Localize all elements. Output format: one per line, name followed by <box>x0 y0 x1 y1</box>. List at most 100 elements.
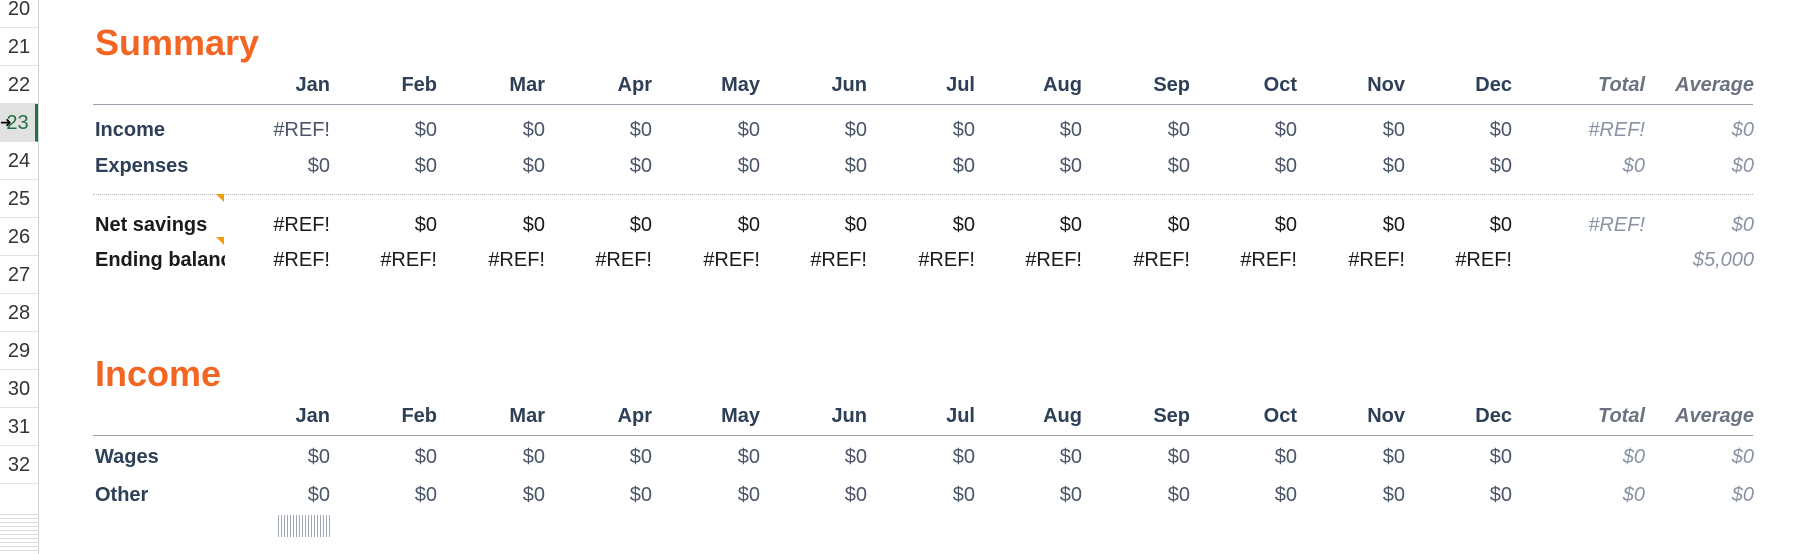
summary-header-jun[interactable]: Jun <box>831 74 867 96</box>
summary-header-oct[interactable]: Oct <box>1263 74 1297 96</box>
income-header-mar[interactable]: Mar <box>509 405 545 427</box>
summary-cell[interactable]: #REF! <box>918 249 975 271</box>
income-header-nov[interactable]: Nov <box>1367 405 1405 427</box>
summary-cell[interactable]: #REF! <box>273 119 330 141</box>
summary-cell[interactable]: $0 <box>629 119 652 141</box>
summary-header-mar[interactable]: Mar <box>509 74 545 96</box>
income-cell[interactable]: $0 <box>1274 484 1297 506</box>
summary-cell[interactable]: $0 <box>1489 119 1512 141</box>
income-header-average[interactable]: Average <box>1675 405 1754 427</box>
income-cell[interactable]: $0 <box>844 484 867 506</box>
summary-cell[interactable]: $0 <box>952 119 975 141</box>
summary-cell[interactable]: $0 <box>952 214 975 236</box>
summary-row-label[interactable]: Income <box>95 119 166 141</box>
row-header-30[interactable]: 30 <box>0 370 38 408</box>
income-cell-average[interactable]: $0 <box>1731 446 1754 468</box>
summary-cell[interactable]: $0 <box>1274 155 1297 177</box>
summary-cell[interactable]: #REF! <box>380 249 437 271</box>
income-cell[interactable]: $0 <box>1167 484 1190 506</box>
income-cell[interactable]: $0 <box>1382 484 1405 506</box>
summary-cell[interactable]: #REF! <box>1133 249 1190 271</box>
summary-header-average[interactable]: Average <box>1675 74 1754 96</box>
income-cell[interactable]: $0 <box>307 446 330 468</box>
summary-cell[interactable]: $0 <box>737 214 760 236</box>
summary-cell[interactable]: #REF! <box>273 249 330 271</box>
row-header-31[interactable]: 31 <box>0 408 38 446</box>
summary-cell[interactable]: $0 <box>1489 155 1512 177</box>
income-cell[interactable]: $0 <box>1059 484 1082 506</box>
income-cell[interactable]: $0 <box>629 484 652 506</box>
income-cell-total[interactable]: $0 <box>1622 446 1645 468</box>
summary-cell[interactable]: #REF! <box>1025 249 1082 271</box>
summary-cell[interactable]: $0 <box>1382 119 1405 141</box>
row-header-26[interactable]: 26 <box>0 218 38 256</box>
row-header-27[interactable]: 27 <box>0 256 38 294</box>
summary-cell[interactable]: $0 <box>307 155 330 177</box>
summary-cell[interactable]: $0 <box>1059 214 1082 236</box>
summary-cell[interactable]: $0 <box>522 119 545 141</box>
summary-header-may[interactable]: May <box>721 74 760 96</box>
summary-cell[interactable]: $0 <box>522 155 545 177</box>
summary-cell[interactable]: $0 <box>952 155 975 177</box>
income-header-may[interactable]: May <box>721 405 760 427</box>
row-header-24[interactable]: 24 <box>0 142 38 180</box>
income-cell[interactable]: $0 <box>414 446 437 468</box>
summary-cell[interactable]: $0 <box>1382 214 1405 236</box>
row-header-25[interactable]: 25 <box>0 180 38 218</box>
income-cell[interactable]: $0 <box>737 484 760 506</box>
summary-cell[interactable]: #REF! <box>595 249 652 271</box>
summary-cell[interactable]: $0 <box>522 214 545 236</box>
summary-cell[interactable]: #REF! <box>703 249 760 271</box>
summary-cell[interactable]: #REF! <box>488 249 545 271</box>
income-header-oct[interactable]: Oct <box>1263 405 1297 427</box>
summary-cell[interactable]: $0 <box>414 155 437 177</box>
comment-indicator-icon[interactable] <box>216 237 224 245</box>
row-header-29[interactable]: 29 <box>0 332 38 370</box>
summary-cell[interactable]: $0 <box>629 214 652 236</box>
summary-header-feb[interactable]: Feb <box>401 74 437 96</box>
summary-cell[interactable]: $0 <box>737 155 760 177</box>
summary-cell[interactable]: #REF! <box>1348 249 1405 271</box>
income-header-apr[interactable]: Apr <box>617 405 652 427</box>
income-cell[interactable]: $0 <box>522 446 545 468</box>
summary-cell-total[interactable]: #REF! <box>1588 119 1645 141</box>
summary-header-jan[interactable]: Jan <box>295 74 330 96</box>
summary-cell[interactable]: $0 <box>1167 119 1190 141</box>
summary-header-dec[interactable]: Dec <box>1475 74 1512 96</box>
row-header-23[interactable]: 23 <box>0 104 38 142</box>
summary-cell-average[interactable]: $0 <box>1731 214 1754 236</box>
summary-cell[interactable]: #REF! <box>810 249 867 271</box>
summary-header-total[interactable]: Total <box>1597 74 1645 96</box>
income-cell[interactable]: $0 <box>1059 446 1082 468</box>
summary-cell[interactable]: #REF! <box>1240 249 1297 271</box>
summary-cell[interactable]: $0 <box>844 155 867 177</box>
summary-cell[interactable]: $0 <box>1274 214 1297 236</box>
row-header-32[interactable]: 32 <box>0 446 38 484</box>
summary-header-sep[interactable]: Sep <box>1153 74 1190 96</box>
summary-cell[interactable]: $0 <box>1489 214 1512 236</box>
income-header-jun[interactable]: Jun <box>831 405 867 427</box>
summary-cell[interactable]: $0 <box>629 155 652 177</box>
income-cell[interactable]: $0 <box>1167 446 1190 468</box>
summary-cell-total[interactable]: $0 <box>1622 155 1645 177</box>
summary-cell-average[interactable]: $5,000 <box>1692 249 1754 271</box>
summary-cell[interactable]: $0 <box>1167 214 1190 236</box>
summary-cell[interactable]: $0 <box>1167 155 1190 177</box>
income-header-dec[interactable]: Dec <box>1475 405 1512 427</box>
summary-cell[interactable]: $0 <box>1059 119 1082 141</box>
income-header-sep[interactable]: Sep <box>1153 405 1190 427</box>
income-cell[interactable]: $0 <box>737 446 760 468</box>
income-header-total[interactable]: Total <box>1597 405 1645 427</box>
row-header-22[interactable]: 22 <box>0 66 38 104</box>
summary-cell[interactable]: $0 <box>737 119 760 141</box>
summary-header-aug[interactable]: Aug <box>1043 74 1082 96</box>
summary-header-apr[interactable]: Apr <box>617 74 652 96</box>
summary-cell[interactable]: $0 <box>1274 119 1297 141</box>
summary-row-label[interactable]: Ending balance <box>95 249 225 271</box>
income-cell[interactable]: $0 <box>1382 446 1405 468</box>
income-cell[interactable]: $0 <box>844 446 867 468</box>
summary-header-nov[interactable]: Nov <box>1367 74 1405 96</box>
summary-cell[interactable]: $0 <box>1382 155 1405 177</box>
summary-cell[interactable]: $0 <box>844 119 867 141</box>
summary-cell[interactable]: $0 <box>414 119 437 141</box>
